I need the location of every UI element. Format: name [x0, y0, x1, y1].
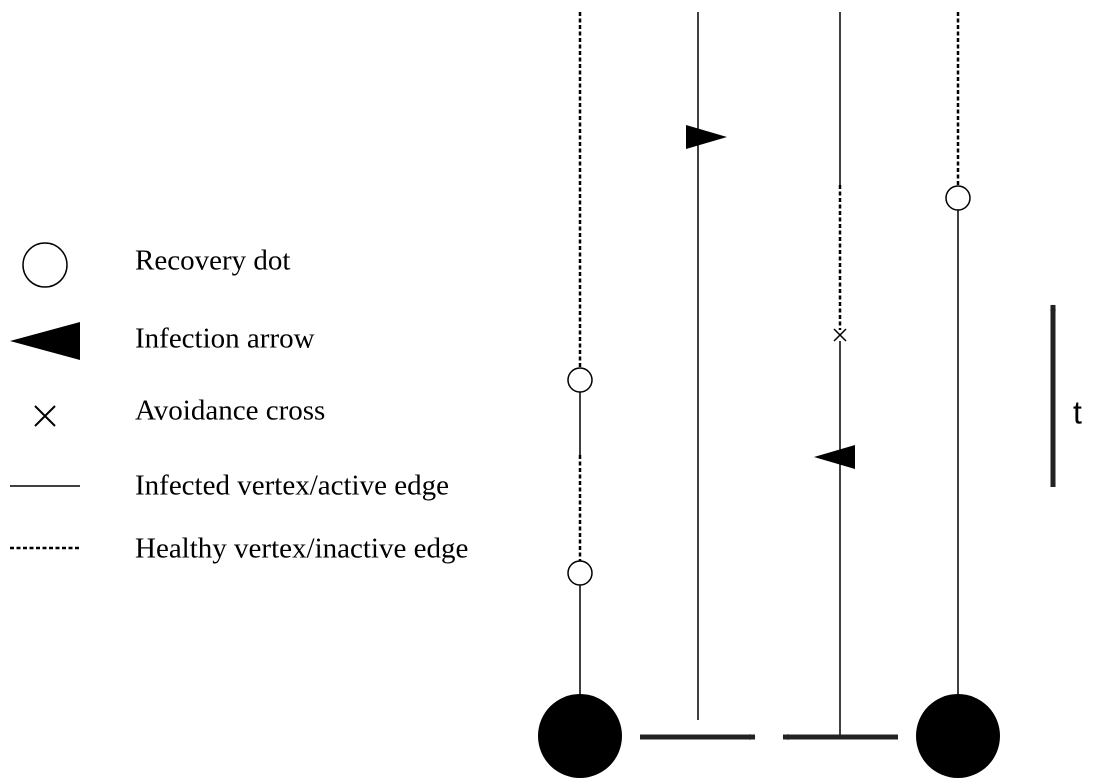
recovery-dot: [567, 367, 593, 393]
infection-arrow: [814, 445, 855, 469]
legend-label: Healthy vertex/inactive edge: [135, 533, 468, 565]
infection-arrow: [686, 125, 727, 149]
legend: Recovery dot Infection arrow Avoidance c…: [10, 242, 468, 565]
legend-label: Recovery dot: [135, 245, 290, 277]
avoidance-cross: [833, 328, 847, 342]
time-label: t: [1073, 394, 1082, 430]
legend-label: Infected vertex/active edge: [135, 470, 449, 502]
vertex: [916, 694, 1000, 778]
recovery-dot: [945, 185, 971, 211]
legend-infection-symbol: [10, 322, 80, 360]
legend-label: Infection arrow: [135, 323, 315, 355]
recovery-dot: [567, 560, 593, 586]
legend-label: Avoidance cross: [135, 395, 325, 427]
timelines: [538, 12, 1000, 778]
legend-cross-symbol: [34, 405, 56, 427]
vertex: [538, 694, 622, 778]
time-axis: t: [1050, 304, 1082, 487]
legend-recovery-symbol: [22, 242, 68, 288]
